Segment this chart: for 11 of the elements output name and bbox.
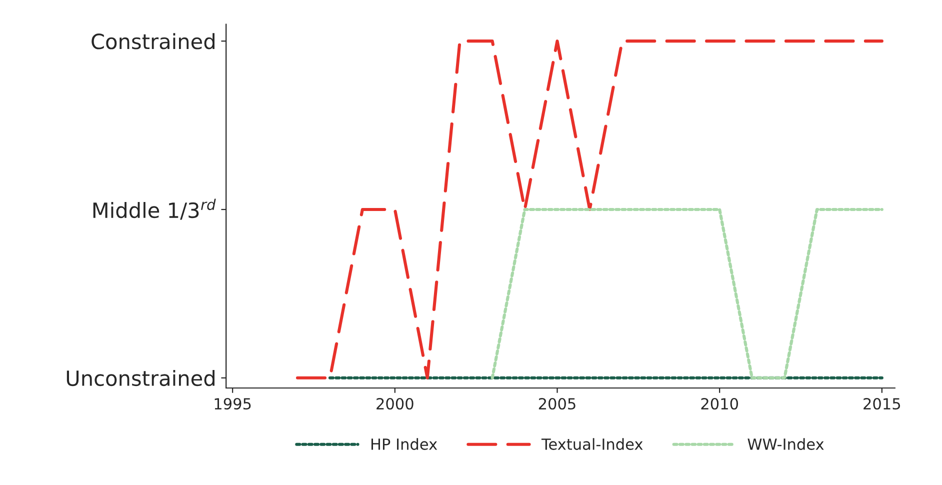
legend-label: HP Index [371, 438, 438, 450]
category-label: Unconstrained [66, 370, 214, 386]
x-tick-label: 1995 [214, 398, 251, 410]
category-label: Middle 1/3$^{rd}$ [93, 198, 216, 220]
legend-label: Textual-Index [541, 438, 643, 450]
category-label: Constrained [92, 33, 214, 50]
x-tick-label: 2000 [376, 398, 414, 410]
x-tick-label: 2010 [701, 398, 738, 410]
x-tick-label: 2015 [864, 398, 900, 410]
x-tick-label: 2005 [538, 398, 576, 410]
legend-label: WW-Index [748, 438, 824, 450]
